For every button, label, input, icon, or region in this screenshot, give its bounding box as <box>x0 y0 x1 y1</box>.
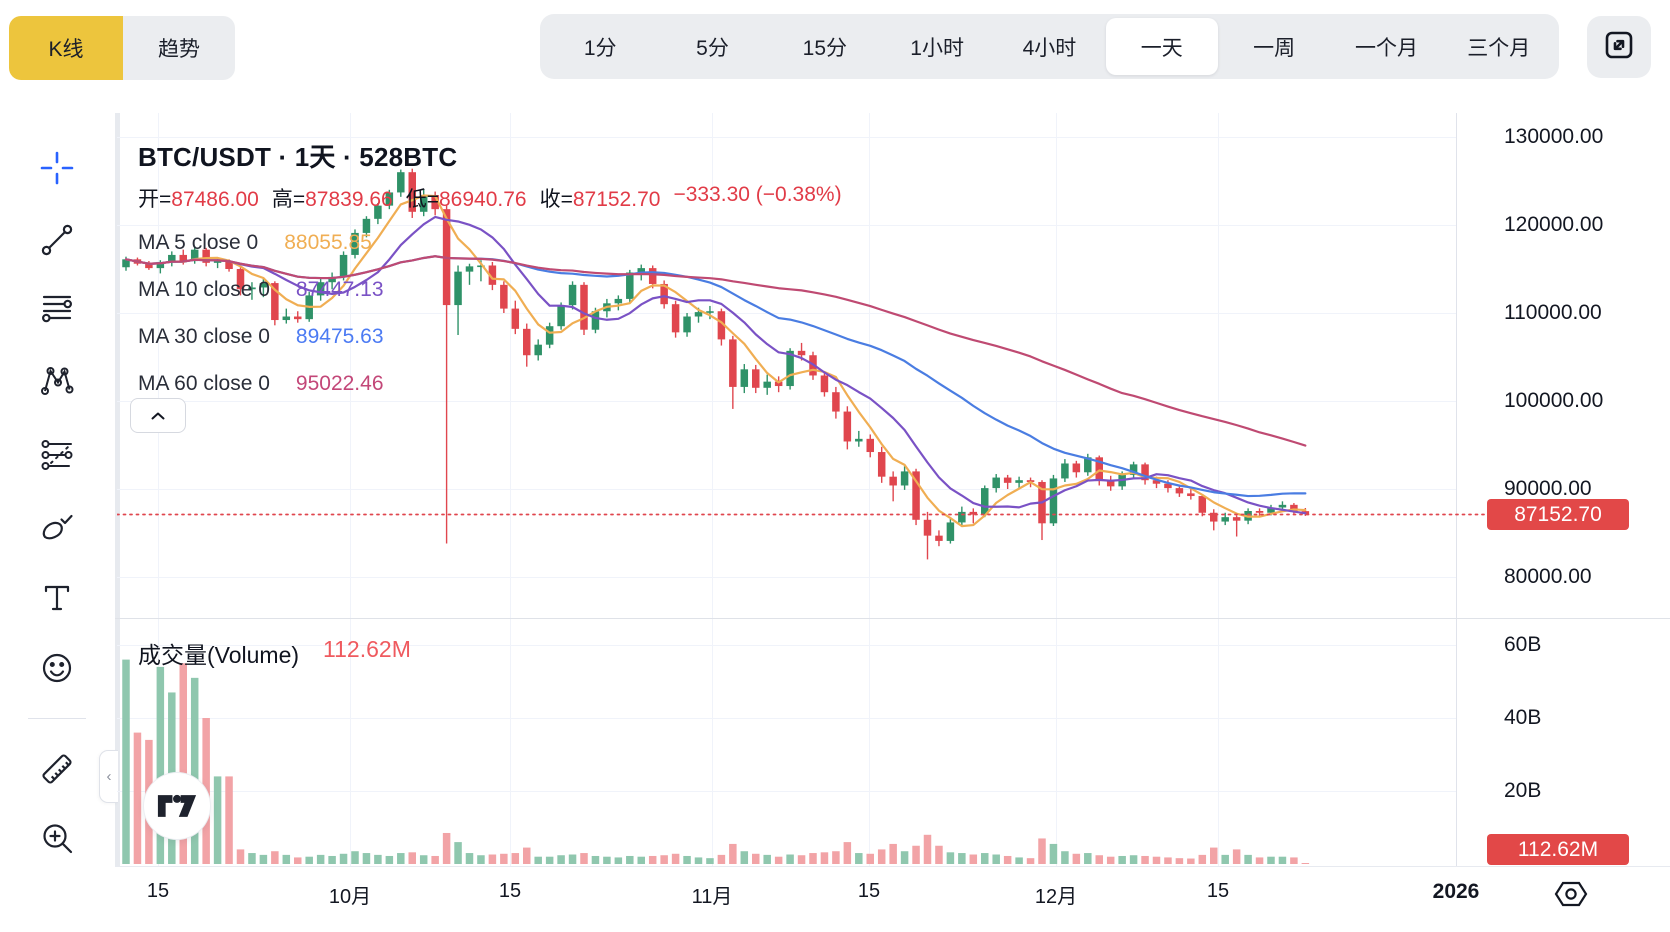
tradingview-logo-icon <box>157 794 197 817</box>
ohlc-change: −333.30 (−0.38%) <box>673 183 842 206</box>
ruler-tool[interactable] <box>37 749 77 789</box>
volume-axis-label: 60B <box>1504 633 1542 656</box>
settings-hexagon-icon <box>1554 881 1588 907</box>
ma-legend-row[interactable]: MA 10 close 0 87447.13 <box>138 278 384 302</box>
timeframe-一天[interactable]: 一天 <box>1105 18 1218 75</box>
volume-label: 成交量(Volume) <box>138 642 300 668</box>
timeframe-一个月[interactable]: 一个月 <box>1354 36 1418 60</box>
last-price-tag: 87152.70 <box>1487 499 1629 530</box>
legend-collapse-button[interactable] <box>130 398 186 433</box>
timeframe-1小时[interactable]: 1小时 <box>910 36 964 60</box>
ma-legend-row[interactable]: MA 30 close 0 89475.63 <box>138 325 384 349</box>
time-axis-label: 12月 <box>1034 886 1078 908</box>
pane-divider[interactable] <box>115 618 1670 619</box>
timeframe-4小时[interactable]: 4小时 <box>1022 36 1077 60</box>
time-axis-label: 10月 <box>328 886 372 908</box>
ma-value: 95022.46 <box>295 372 384 395</box>
brush-icon <box>42 514 73 540</box>
xabcd-pattern-tool[interactable] <box>37 361 77 401</box>
axis-settings-button[interactable] <box>1552 878 1590 910</box>
price-axis-label: 130000.00 <box>1504 125 1604 148</box>
emoji-tool[interactable] <box>37 648 77 688</box>
fullscreen-button[interactable] <box>1587 16 1651 78</box>
candlestick-chart[interactable] <box>117 113 1670 866</box>
time-axis-border <box>115 866 1670 867</box>
fib-lines-tool[interactable] <box>37 435 77 475</box>
ma-legend-row[interactable]: MA 60 close 0 95022.46 <box>138 372 384 396</box>
chart-type-toggle: K线 趋势 <box>9 16 235 80</box>
timeframe-5分[interactable]: 5分 <box>696 36 729 60</box>
toggle-kline[interactable]: K线 <box>9 16 123 80</box>
time-axis-label: 15 <box>146 880 170 902</box>
fib-lines-icon <box>41 440 73 470</box>
ohlc-pair: 开=87486.00 <box>138 188 259 211</box>
price-axis-label: 110000.00 <box>1504 301 1602 324</box>
toolbar-divider <box>28 718 86 719</box>
ma-label: MA 10 close 0 <box>138 278 270 301</box>
ma-label: MA 5 close 0 <box>138 231 259 254</box>
volume-value: 112.62M <box>323 636 411 662</box>
time-axis-label: 15 <box>1206 880 1230 902</box>
chart-title: BTC/USDT · 1天 · 528BTC <box>138 142 458 172</box>
volume-legend: 成交量(Volume) 112.62M <box>138 636 411 670</box>
price-axis-label: 120000.00 <box>1504 213 1604 236</box>
time-axis-label: 15 <box>857 880 881 902</box>
ma-value: 88055.85 <box>284 231 372 254</box>
ohlc-pair: 高=87839.66 <box>271 188 393 211</box>
emoji-icon <box>42 653 72 683</box>
time-axis-label: 2026 <box>1432 880 1480 903</box>
horizontal-lines-icon <box>42 295 73 323</box>
trend-line-tool[interactable] <box>37 220 77 260</box>
ma-label: MA 30 close 0 <box>138 325 270 348</box>
toolbar-collapse-handle[interactable]: ‹ <box>99 750 118 803</box>
price-axis-label: 90000.00 <box>1504 477 1592 500</box>
trend-line-icon <box>41 224 73 256</box>
ohlc-pair: 低=86940.76 <box>405 188 527 211</box>
toggle-trend[interactable]: 趋势 <box>123 16 235 80</box>
zoom-in-tool[interactable] <box>37 818 77 858</box>
crosshair-tool[interactable] <box>37 148 77 188</box>
ma-label: MA 60 close 0 <box>138 372 270 395</box>
volume-axis-label: 20B <box>1504 779 1542 802</box>
timeframe-bar: 1分 5分 15分 1小时 4小时 一天 一周 一个月 三个月 <box>540 14 1559 79</box>
text-tool[interactable] <box>37 578 77 618</box>
timeframe-三个月[interactable]: 三个月 <box>1467 36 1531 60</box>
horizontal-lines-tool[interactable] <box>37 288 77 328</box>
ruler-icon <box>42 754 72 784</box>
price-axis-label: 80000.00 <box>1504 565 1592 588</box>
brush-tool[interactable] <box>37 507 77 547</box>
ohlc-row: 开=87486.00 高=87839.66 低=86940.76 收=87152.70… <box>138 183 842 213</box>
ma-value: 87447.13 <box>295 278 384 301</box>
last-volume-tag: 112.62M <box>1487 834 1629 865</box>
crosshair-icon <box>40 151 74 185</box>
ma-value: 89475.63 <box>295 325 384 348</box>
ohlc-pair: 收=87152.70 <box>539 188 661 211</box>
tradingview-watermark <box>144 773 210 839</box>
price-axis-label: 100000.00 <box>1504 389 1604 412</box>
chevron-up-icon <box>151 412 165 419</box>
ma-legend-row[interactable]: MA 5 close 0 88055.85 <box>138 231 372 255</box>
time-axis-label: 11月 <box>691 886 733 908</box>
timeframe-1分[interactable]: 1分 <box>583 36 617 60</box>
volume-axis-label: 40B <box>1504 706 1542 729</box>
time-axis-label: 15 <box>498 880 522 902</box>
timeframe-一周[interactable]: 一周 <box>1253 36 1296 60</box>
text-icon <box>44 585 70 611</box>
zoom-in-icon <box>43 824 73 854</box>
timeframe-15分[interactable]: 15分 <box>802 36 847 60</box>
xabcd-pattern-icon <box>41 367 74 395</box>
expand-icon <box>1602 28 1636 67</box>
